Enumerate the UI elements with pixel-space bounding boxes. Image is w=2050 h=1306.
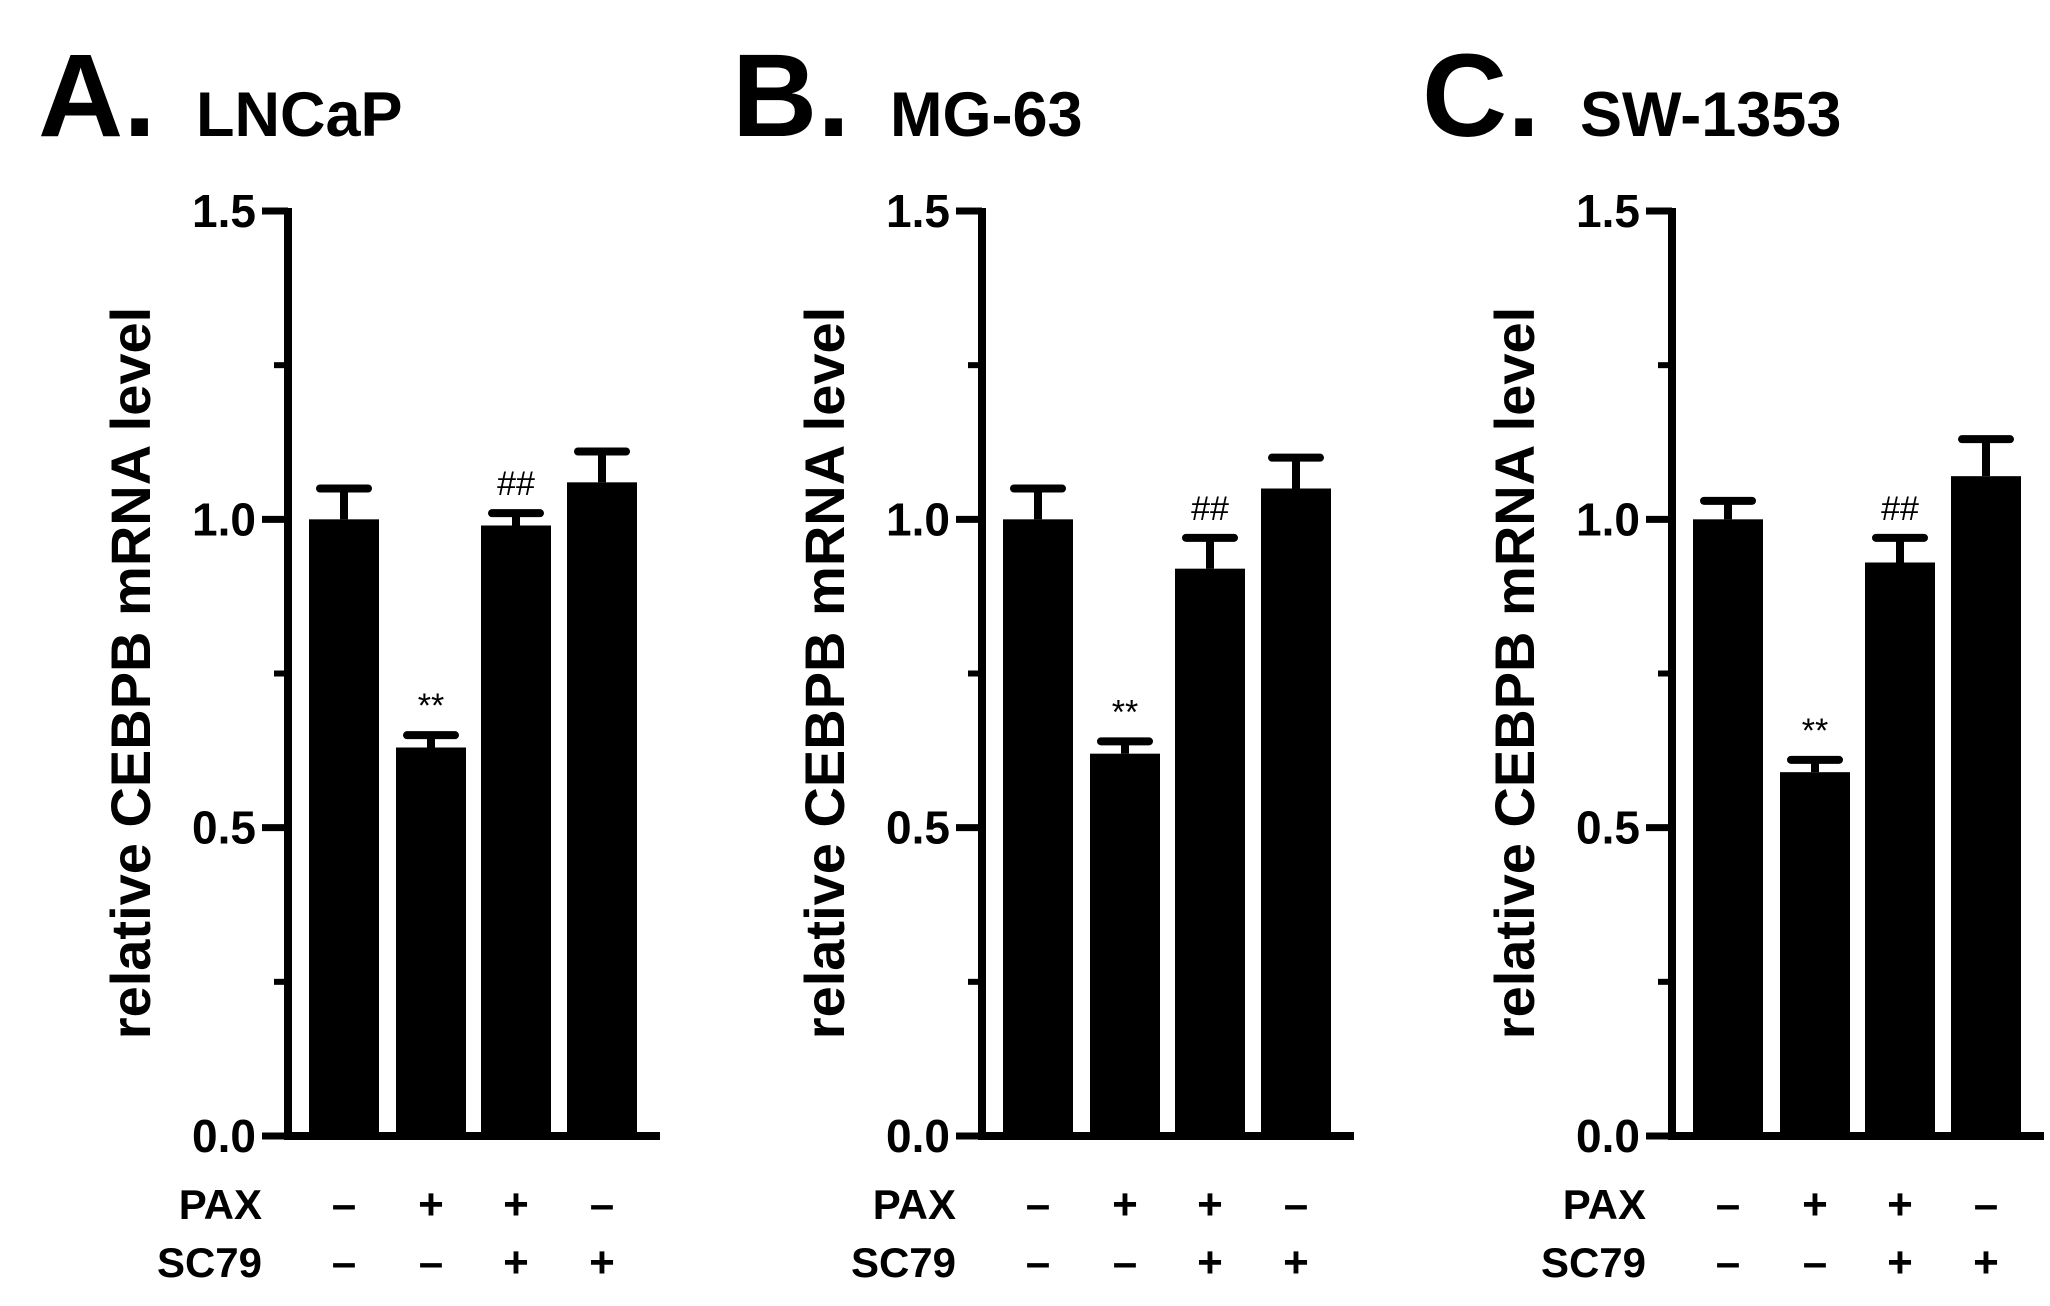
bar — [1951, 476, 2021, 1137]
y-tick-label: 0.5 — [886, 802, 950, 854]
bar — [481, 525, 551, 1136]
panel-title: LNCaP — [196, 80, 403, 150]
significance-mark: ## — [497, 465, 535, 503]
y-tick-label: 0.5 — [192, 802, 256, 854]
bar — [309, 519, 379, 1136]
bar — [567, 482, 637, 1136]
treatment-sign: + — [503, 1180, 529, 1229]
treatment-label-sc79: SC79 — [1541, 1239, 1646, 1286]
treatment-sign: – — [1113, 1238, 1137, 1287]
treatment-label-pax: PAX — [873, 1181, 956, 1228]
treatment-label-pax: PAX — [179, 1181, 262, 1228]
treatment-sign: – — [332, 1180, 356, 1229]
treatment-sign: – — [1716, 1180, 1740, 1229]
panel-title: MG-63 — [890, 80, 1083, 150]
bar — [1175, 568, 1245, 1136]
panel-letter: B. — [732, 30, 850, 162]
treatment-label-sc79: SC79 — [851, 1239, 956, 1286]
y-tick-label: 0.0 — [192, 1110, 256, 1162]
y-tick-label: 0.0 — [886, 1110, 950, 1162]
bar — [1261, 488, 1331, 1136]
bar — [1780, 772, 1850, 1136]
treatment-sign: – — [1974, 1180, 1998, 1229]
y-tick-label: 1.0 — [886, 493, 950, 545]
y-tick-label: 1.0 — [192, 493, 256, 545]
treatment-sign: + — [589, 1238, 615, 1287]
bar — [396, 747, 466, 1136]
panel-title: SW-1353 — [1580, 80, 1841, 150]
chart-panel-2: B. MG-63 relative CEBPB mRNA level ** ## 0.0 0… — [732, 30, 1354, 1287]
y-axis-title: relative CEBPB mRNA level — [793, 307, 856, 1039]
treatment-sign: – — [1716, 1238, 1740, 1287]
significance-mark: ** — [1802, 712, 1828, 750]
treatment-sign: + — [1112, 1180, 1138, 1229]
bar — [1693, 519, 1763, 1136]
significance-mark: ** — [418, 687, 444, 725]
y-tick-label: 1.5 — [1576, 185, 1640, 237]
bar — [1865, 562, 1935, 1136]
treatment-sign: – — [332, 1238, 356, 1287]
treatment-sign: – — [590, 1180, 614, 1229]
treatment-sign: + — [1887, 1238, 1913, 1287]
treatment-sign: + — [418, 1180, 444, 1229]
bar — [1003, 519, 1073, 1136]
treatment-sign: + — [1887, 1180, 1913, 1229]
treatment-label-sc79: SC79 — [157, 1239, 262, 1286]
chart-panel-1: A. LNCaP relative CEBPB mRNA level ** ## 0.0 0… — [38, 30, 660, 1287]
y-tick-label: 1.5 — [886, 185, 950, 237]
treatment-sign: – — [1026, 1180, 1050, 1229]
y-axis-title: relative CEBPB mRNA level — [1483, 307, 1546, 1039]
bar — [1090, 753, 1160, 1136]
treatment-sign: + — [1802, 1180, 1828, 1229]
treatment-sign: – — [419, 1238, 443, 1287]
panel-letter: A. — [38, 30, 156, 162]
treatment-sign: + — [1197, 1180, 1223, 1229]
y-tick-label: 1.5 — [192, 185, 256, 237]
y-tick-label: 0.0 — [1576, 1110, 1640, 1162]
significance-mark: ## — [1881, 490, 1919, 528]
y-tick-label: 0.5 — [1576, 802, 1640, 854]
treatment-sign: – — [1026, 1238, 1050, 1287]
treatment-sign: – — [1284, 1180, 1308, 1229]
treatment-sign: + — [503, 1238, 529, 1287]
significance-mark: ** — [1112, 693, 1138, 731]
treatment-label-pax: PAX — [1563, 1181, 1646, 1228]
treatment-sign: + — [1197, 1238, 1223, 1287]
y-axis-title: relative CEBPB mRNA level — [99, 307, 162, 1039]
panel-letter: C. — [1422, 30, 1540, 162]
treatment-sign: + — [1283, 1238, 1309, 1287]
significance-mark: ## — [1191, 490, 1229, 528]
treatment-sign: + — [1973, 1238, 1999, 1287]
y-tick-label: 1.0 — [1576, 493, 1640, 545]
chart-panel-3: C. SW-1353 relative CEBPB mRNA level ** ## 0.… — [1422, 30, 2044, 1287]
treatment-sign: – — [1803, 1238, 1827, 1287]
